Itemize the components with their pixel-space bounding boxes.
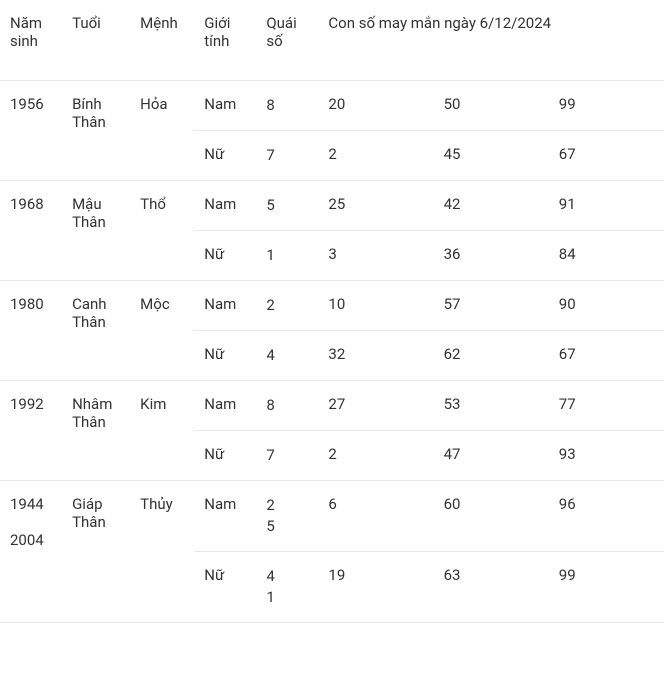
cell-lucky-number: 36 [434,231,549,281]
table-row: 1968Mậu ThânThổNam5254291 [0,181,664,231]
cell-lucky-number: 62 [434,331,549,381]
cell-gender: Nữ [194,552,256,623]
cell-lucky-number: 45 [434,131,549,181]
quai-value: 2 [266,495,310,516]
year-value: 2004 [10,531,54,549]
cell-age: Nhâm Thân [62,381,130,481]
table-row: 1956Bính ThânHỏaNam8205099 [0,81,664,131]
cell-lucky-number: 53 [434,381,549,431]
cell-gender: Nữ [194,131,256,181]
cell-element: Thổ [130,181,194,281]
cell-year: 1944 2004 [0,481,62,623]
cell-year: 1980 [0,281,62,381]
cell-element: Kim [130,381,194,481]
quai-value: 1 [266,245,310,266]
cell-quai: 5 [256,181,318,231]
quai-value: 2 [266,295,310,316]
header-lucky: Con số may mắn ngày 6/12/2024 [318,0,664,81]
cell-lucky-number: 2 [318,131,433,181]
cell-lucky-number: 93 [549,431,664,481]
cell-quai: 4 [256,331,318,381]
year-value: 1956 [10,95,54,113]
cell-quai: 25 [256,481,318,552]
cell-lucky-number: 6 [318,481,433,552]
cell-lucky-number: 47 [434,431,549,481]
cell-lucky-number: 27 [318,381,433,431]
cell-year: 1968 [0,181,62,281]
year-value: 1968 [10,195,54,213]
cell-quai: 2 [256,281,318,331]
quai-value: 5 [266,516,310,537]
cell-lucky-number: 99 [549,81,664,131]
quai-value: 5 [266,195,310,216]
cell-quai: 8 [256,381,318,431]
header-quai: Quái số [256,0,318,81]
quai-value: 1 [266,587,310,608]
cell-lucky-number: 91 [549,181,664,231]
quai-value: 7 [266,445,310,466]
cell-gender: Nữ [194,331,256,381]
cell-quai: 41 [256,552,318,623]
cell-lucky-number: 96 [549,481,664,552]
cell-gender: Nam [194,381,256,431]
cell-lucky-number: 10 [318,281,433,331]
cell-lucky-number: 42 [434,181,549,231]
cell-element: Hỏa [130,81,194,181]
cell-lucky-number: 77 [549,381,664,431]
cell-quai: 8 [256,81,318,131]
table-row: 19442004Giáp ThânThủyNam2566096 [0,481,664,552]
year-value: 1944 [10,495,54,513]
cell-year: 1992 [0,381,62,481]
cell-lucky-number: 90 [549,281,664,331]
cell-quai: 7 [256,431,318,481]
cell-age: Canh Thân [62,281,130,381]
header-year: Năm sinh [0,0,62,81]
cell-gender: Nữ [194,431,256,481]
cell-lucky-number: 2 [318,431,433,481]
year-value: 1992 [10,395,54,413]
quai-value: 7 [266,145,310,166]
cell-gender: Nam [194,181,256,231]
header-gender: Giới tính [194,0,256,81]
quai-value: 4 [266,345,310,366]
cell-age: Mậu Thân [62,181,130,281]
quai-value: 8 [266,395,310,416]
cell-lucky-number: 19 [318,552,433,623]
cell-lucky-number: 99 [549,552,664,623]
table-header-row: Năm sinh Tuổi Mệnh Giới tính Quái số Con… [0,0,664,81]
cell-lucky-number: 60 [434,481,549,552]
year-value: 1980 [10,295,54,313]
cell-age: Giáp Thân [62,481,130,623]
header-age: Tuổi [62,0,130,81]
cell-element: Mộc [130,281,194,381]
cell-gender: Nam [194,481,256,552]
cell-lucky-number: 67 [549,131,664,181]
table-row: 1992Nhâm ThânKimNam8275377 [0,381,664,431]
cell-lucky-number: 3 [318,231,433,281]
cell-age: Bính Thân [62,81,130,181]
cell-lucky-number: 20 [318,81,433,131]
cell-gender: Nam [194,81,256,131]
header-element: Mệnh [130,0,194,81]
quai-value: 4 [266,566,310,587]
cell-lucky-number: 67 [549,331,664,381]
cell-lucky-number: 32 [318,331,433,381]
cell-lucky-number: 84 [549,231,664,281]
lucky-numbers-table: Năm sinh Tuổi Mệnh Giới tính Quái số Con… [0,0,664,623]
cell-lucky-number: 63 [434,552,549,623]
cell-gender: Nam [194,281,256,331]
cell-quai: 1 [256,231,318,281]
cell-lucky-number: 57 [434,281,549,331]
cell-gender: Nữ [194,231,256,281]
cell-element: Thủy [130,481,194,623]
cell-lucky-number: 25 [318,181,433,231]
cell-quai: 7 [256,131,318,181]
table-row: 1980Canh ThânMộcNam2105790 [0,281,664,331]
cell-lucky-number: 50 [434,81,549,131]
cell-year: 1956 [0,81,62,181]
quai-value: 8 [266,95,310,116]
